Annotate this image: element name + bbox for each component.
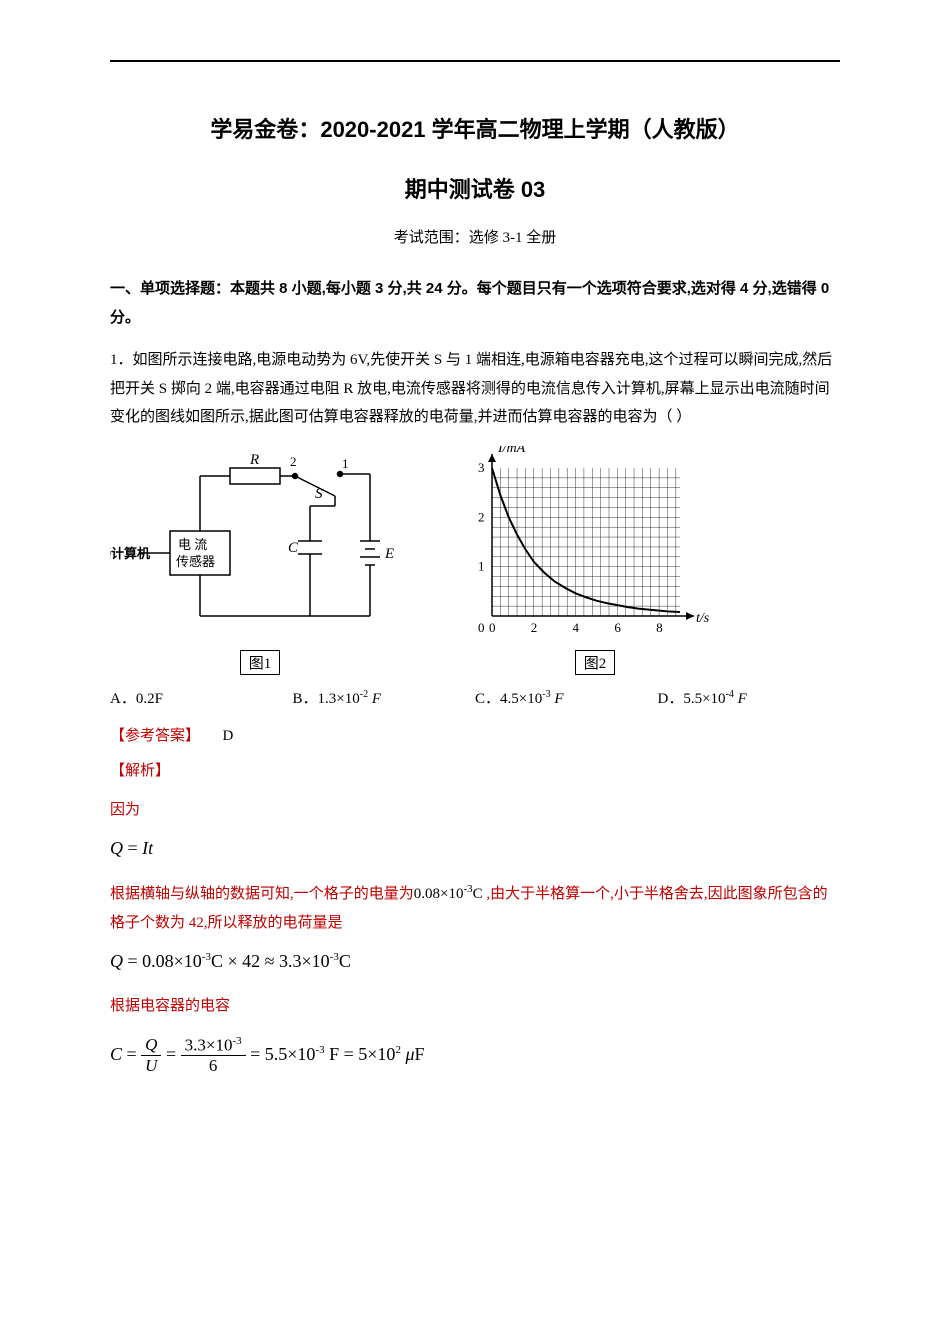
circuit-figure: R 2 1 S C E 电 流 传感器 接计算机 图1: [110, 446, 410, 675]
eq-Q-calc: Q = 0.08×10-3C × 42 ≈ 3.3×10-3C: [110, 951, 840, 972]
label-E: E: [384, 546, 394, 562]
svg-text:I/mA: I/mA: [497, 446, 526, 456]
svg-text:3: 3: [478, 460, 485, 475]
answer-value: D: [223, 728, 234, 744]
svg-text:2: 2: [531, 620, 538, 635]
label-C: C: [288, 540, 299, 556]
label-node1: 1: [342, 456, 349, 471]
analysis-label: 【解析】: [110, 759, 840, 780]
option-A: A．0.2F: [110, 687, 293, 708]
figure-row: R 2 1 S C E 电 流 传感器 接计算机 图1 0 2 4 6 8 1 2 3 0 I/m…: [110, 446, 840, 675]
q1-text: 1．如图所示连接电路,电源电动势为 6V,先使开关 S 与 1 端相连,电源箱电…: [110, 346, 840, 432]
section-heading: 一、单项选择题：本题共 8 小题,每小题 3 分,共 24 分。每个题目只有一个…: [110, 275, 840, 332]
because-line: 因为: [110, 796, 840, 825]
svg-text:0: 0: [489, 620, 496, 635]
svg-text:4: 4: [573, 620, 580, 635]
label-tocomputer: 接计算机: [110, 546, 150, 561]
option-B: B．1.3×10-2 F: [293, 687, 476, 708]
doc-title-1: 学易金卷：2020-2021 学年高二物理上学期（人教版）: [110, 112, 840, 144]
label-S: S: [315, 486, 323, 502]
answer-line: 【参考答案】 D: [110, 724, 840, 745]
label-node2: 2: [290, 454, 297, 469]
svg-text:8: 8: [656, 620, 663, 635]
svg-text:2: 2: [478, 509, 485, 524]
options-row: A．0.2F B．1.3×10-2 F C．4.5×10-3 F D．5.5×1…: [110, 687, 840, 708]
label-R: R: [249, 452, 259, 468]
sensor-l1: 电 流: [178, 537, 207, 552]
cap-line: 根据电容器的电容: [110, 992, 840, 1021]
scope: 考试范围：选修 3-1 全册: [110, 226, 840, 247]
svg-text:6: 6: [614, 620, 621, 635]
grid-explain: 根据横轴与纵轴的数据可知,一个格子的电量为0.08×10-3C ,由大于半格算一…: [110, 879, 840, 937]
chart-figure: 0 2 4 6 8 1 2 3 0 I/mA t/s 图2: [450, 446, 740, 675]
top-rule: [110, 60, 840, 62]
option-C: C．4.5×10-3 F: [475, 687, 658, 708]
fig2-caption: 图2: [575, 650, 616, 675]
answer-label: 【参考答案】: [110, 728, 200, 744]
eq-C-calc: C = Q U = 3.3×10-3 6 = 5.5×10-3 F = 5×10…: [110, 1035, 840, 1077]
svg-text:0: 0: [478, 620, 485, 635]
svg-text:1: 1: [478, 558, 485, 573]
doc-title-2: 期中测试卷 03: [110, 172, 840, 204]
svg-text:t/s: t/s: [696, 611, 710, 626]
eq-QIt: Q = It: [110, 838, 840, 859]
fig1-caption: 图1: [240, 650, 281, 675]
sensor-l2: 传感器: [176, 554, 215, 569]
option-D: D．5.5×10-4 F: [658, 687, 841, 708]
